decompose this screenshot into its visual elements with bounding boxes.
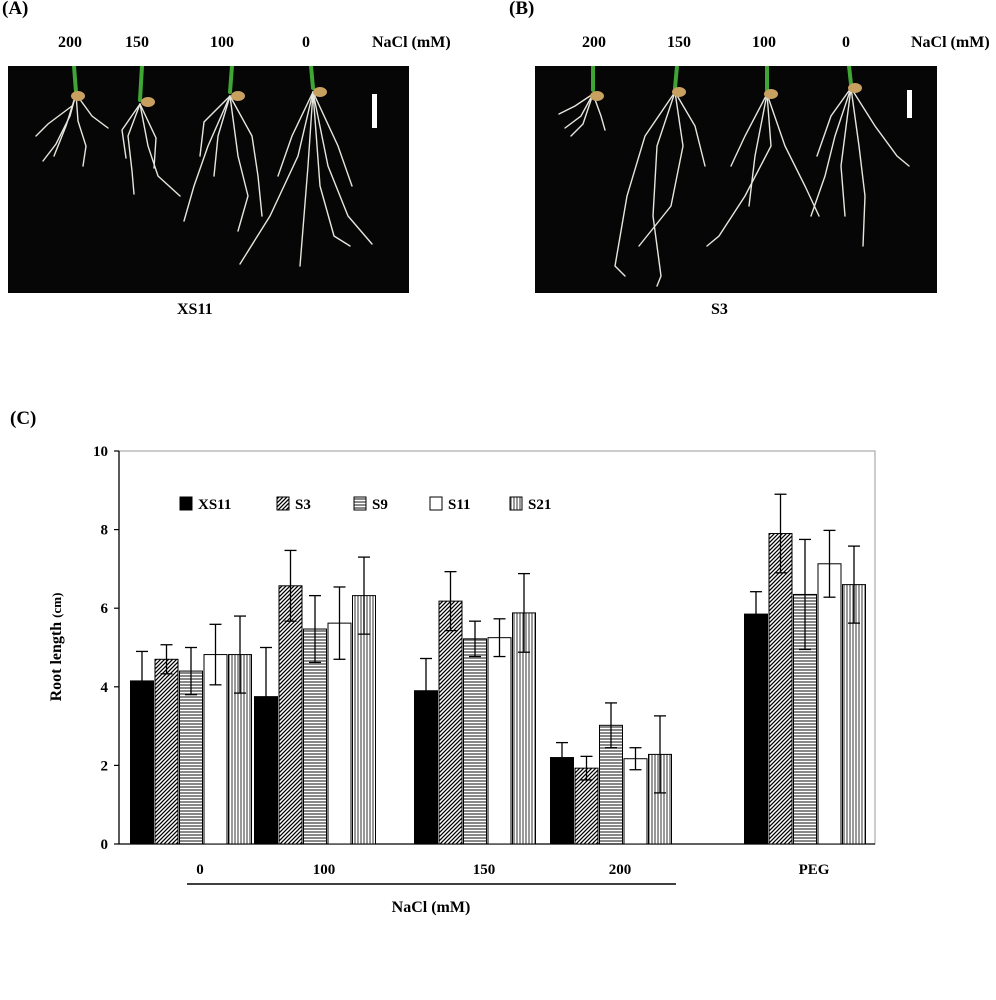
panel-a-conc-150: 150 [125, 34, 149, 51]
legend-swatch-s11 [429, 496, 443, 511]
panel-b-conc-0: 0 [842, 34, 850, 51]
x-category-label: PEG [799, 862, 830, 878]
bar-s3-peg [768, 533, 793, 845]
bar-xs11-peg [744, 613, 768, 845]
y-tick-label: 6 [101, 601, 109, 617]
legend-swatch-s21 [509, 496, 523, 511]
bar-s11-peg [817, 563, 842, 845]
legend-label-s11: S11 [448, 497, 471, 513]
y-axis-title-text: Root length [48, 622, 65, 702]
panel-a-conc-100: 100 [210, 34, 234, 51]
x-category-label: 200 [609, 862, 632, 878]
panel-a-conc-0: 0 [302, 34, 310, 51]
bar-s11-150 [487, 637, 512, 845]
bar-s9-150 [463, 638, 487, 845]
panel-b-caption: S3 [711, 301, 728, 318]
panel-a-conc-200: 200 [58, 34, 82, 51]
panel-b-conc-200: 200 [582, 34, 606, 51]
x-category-label: 0 [196, 862, 204, 878]
x-category-label: 150 [473, 862, 496, 878]
panel-b-conc-150: 150 [667, 34, 691, 51]
bar-s9-0 [179, 670, 203, 845]
y-tick-label: 0 [101, 837, 109, 853]
panel-a-unit-label: NaCl (mM) [372, 34, 451, 51]
panel-b-root-photo [535, 66, 937, 293]
panel-b-letter: (B) [509, 0, 535, 19]
panel-b-unit-label: NaCl (mM) [911, 34, 990, 51]
legend-swatch-s3 [276, 496, 290, 511]
x-category-label: 100 [313, 862, 336, 878]
y-axis-unit: (cm) [49, 593, 64, 618]
y-tick-label: 2 [101, 758, 109, 774]
legend-label-s21: S21 [528, 497, 551, 513]
legend-label-s9: S9 [372, 497, 388, 513]
nacl-group-label: NaCl (mM) [392, 899, 471, 916]
panel-a-letter: (A) [2, 0, 29, 19]
y-tick-label: 10 [93, 444, 108, 460]
bar-s11-200 [623, 758, 648, 845]
panel-b-conc-100: 100 [752, 34, 776, 51]
bar-s3-0 [154, 658, 179, 845]
legend-swatch-xs11 [179, 496, 193, 511]
bar-s3-100 [278, 585, 303, 845]
panel-a-root-photo [8, 66, 409, 293]
legend-label-s3: S3 [295, 497, 311, 513]
y-tick-label: 4 [101, 680, 109, 696]
panel-a-caption: XS11 [177, 301, 213, 318]
panel-c-letter: (C) [10, 408, 37, 429]
y-tick-label: 8 [101, 523, 109, 539]
legend-label-xs11: XS11 [198, 497, 231, 513]
y-axis-title: Root length (cm) [48, 593, 65, 702]
legend-swatch-s9 [353, 496, 367, 511]
bar-s3-150 [438, 600, 463, 845]
